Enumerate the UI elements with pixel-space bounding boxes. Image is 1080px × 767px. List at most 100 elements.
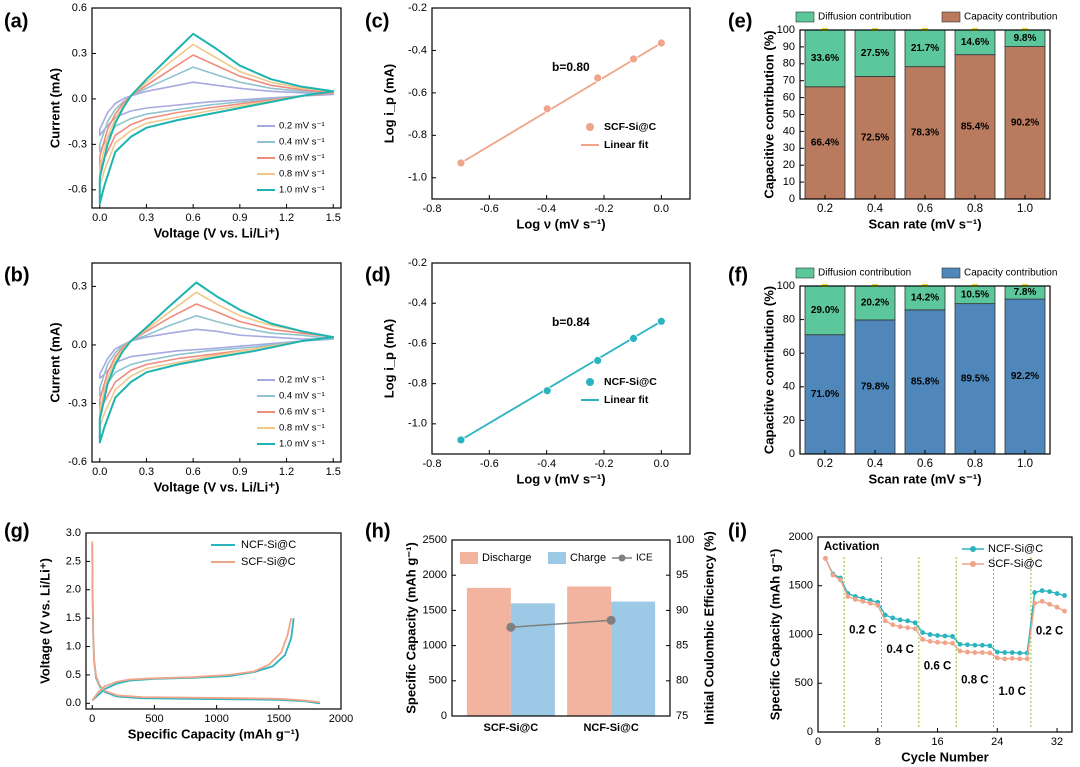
legend-swatch [795,267,815,279]
legend-swatch [586,123,594,131]
x-axis-tick-label: 32 [1051,736,1063,748]
x-axis-title: Voltage (V vs. Li/Li⁺) [154,225,280,240]
voltage-profile-1 [91,541,320,704]
log-plot-frame [431,7,691,200]
b-value-annotation: b=0.80 [552,60,590,74]
rate-data-point [867,600,873,606]
diffusion-value-label: 14.6% [961,37,989,48]
x-axis-tick-label: 500 [145,713,163,725]
y-axis-tick-label: -0.8 [408,129,427,141]
capacity-bar [804,86,846,200]
diffusion-bar [854,29,896,77]
legend-label: 0.2 mV s⁻¹ [279,121,325,132]
rate-data-point [927,632,933,637]
capacity-value-label: 90.2% [1011,117,1039,128]
y-axis-tick-label: 60 [783,92,795,104]
x-axis-tick-label: 0.6 [917,458,933,470]
rate-data-point [1032,600,1038,606]
data-point [629,54,638,64]
y-axis-title: Specific Capacity (mAh g⁻¹) [403,542,418,714]
diffusion-bar [954,29,996,56]
legend-label: Capacity contribution [964,268,1057,279]
y-axis-tick-label: 0 [789,193,795,205]
legend-label: Linear fit [604,139,649,151]
rate-data-point [845,594,851,599]
y-axis-tick-label: 60 [783,347,795,359]
rate-data-point [935,633,940,638]
rate-curve-0 [824,558,1065,654]
rate-data-point [1047,601,1052,607]
rate-data-point [957,648,963,654]
rate-data-point [1047,589,1052,594]
right-y-axis-tick-label: 90 [676,604,688,616]
data-point [456,435,466,445]
right-y-axis-tick-label: 95 [676,569,688,581]
x-axis-tick-label: -0.2 [595,458,614,470]
legend-swatch [586,378,594,386]
capacity-value-label: 72.5% [861,132,889,143]
x-axis-tick-label: 0.6 [186,466,201,478]
y-axis-tick-label: -0.3 [68,397,87,409]
y-axis-tick-label: 80 [783,314,795,326]
diffusion-value-label: 21.7% [911,43,939,54]
y-axis-tick-label: 40 [783,125,795,137]
rate-data-point [905,618,911,624]
cv-plot-frame [91,7,342,209]
discharge-bar [567,586,612,716]
y-axis-tick-label: -0.4 [408,44,427,56]
voltage-profile-1 [91,618,293,702]
x-axis-tick-label: SCF-Si@C [483,722,538,734]
rate-annotation: 0.2 C [1036,626,1064,638]
legend-label: 0.6 mV s⁻¹ [279,407,325,418]
capacity-bar [904,309,946,455]
capacity-value-label: 89.5% [961,373,989,384]
x-axis-tick-label: -0.4 [537,203,556,215]
cv-curve-4 [98,32,335,205]
capacity-value-label: 79.8% [861,382,889,393]
diffusion-value-label: 20.2% [861,298,889,309]
diffusion-value-label: 9.8% [1014,33,1037,44]
y-axis-tick-label: 80 [783,58,795,70]
y-axis-title: Current (mA) [47,322,62,402]
rate-data-point [942,640,948,646]
y-axis-tick-label: 0.3 [72,47,87,59]
x-axis-tick-label: 0 [89,713,95,725]
x-axis-tick-label: 24 [991,736,1003,748]
legend-label: 0.8 mV s⁻¹ [279,169,325,180]
legend-swatch [941,267,961,279]
rate-data-point [979,642,985,648]
capacity-bar [954,54,996,200]
y-axis-tick-label: 20 [783,414,795,426]
rate-data-point [838,577,843,583]
rate-data-point [927,638,933,644]
y-axis-tick-label: -0.6 [408,337,427,349]
rate-data-point [1017,656,1023,662]
y-axis-tick-label: 3.0 [66,527,81,539]
x-axis-tick-label: 0.0 [92,466,107,478]
y-axis-tick-label: -0.6 [408,87,427,99]
legend-label: Discharge [482,552,532,564]
rate-data-point [897,624,903,630]
x-axis-tick-label: -0.6 [480,458,499,470]
rate-data-point [950,634,955,639]
rate-data-point [987,650,993,656]
rate-data-point [972,642,978,648]
diffusion-value-label: 33.6% [811,53,839,64]
panel-letter: (g) [4,520,30,542]
rate-data-point [1024,656,1030,662]
panel-letter: (b) [4,264,30,286]
capacity-bar [854,319,896,455]
right-y-axis-tick-label: 80 [676,675,688,687]
rate-data-point [852,597,858,602]
rate-data-point [1017,650,1023,656]
legend-label: Capacity contribution [964,12,1057,23]
rate-data-point [965,642,970,648]
rate-data-point [1039,598,1045,604]
legend-label: 0.2 mV s⁻¹ [279,375,325,386]
x-axis-tick-label: -0.8 [423,458,442,470]
panel-letter: (c) [365,10,389,32]
rate-data-point [920,636,925,642]
x-axis-tick-label: 1.0 [1017,203,1033,215]
x-axis-tick-label: 0.6 [186,212,201,224]
rate-data-point [1002,656,1008,662]
